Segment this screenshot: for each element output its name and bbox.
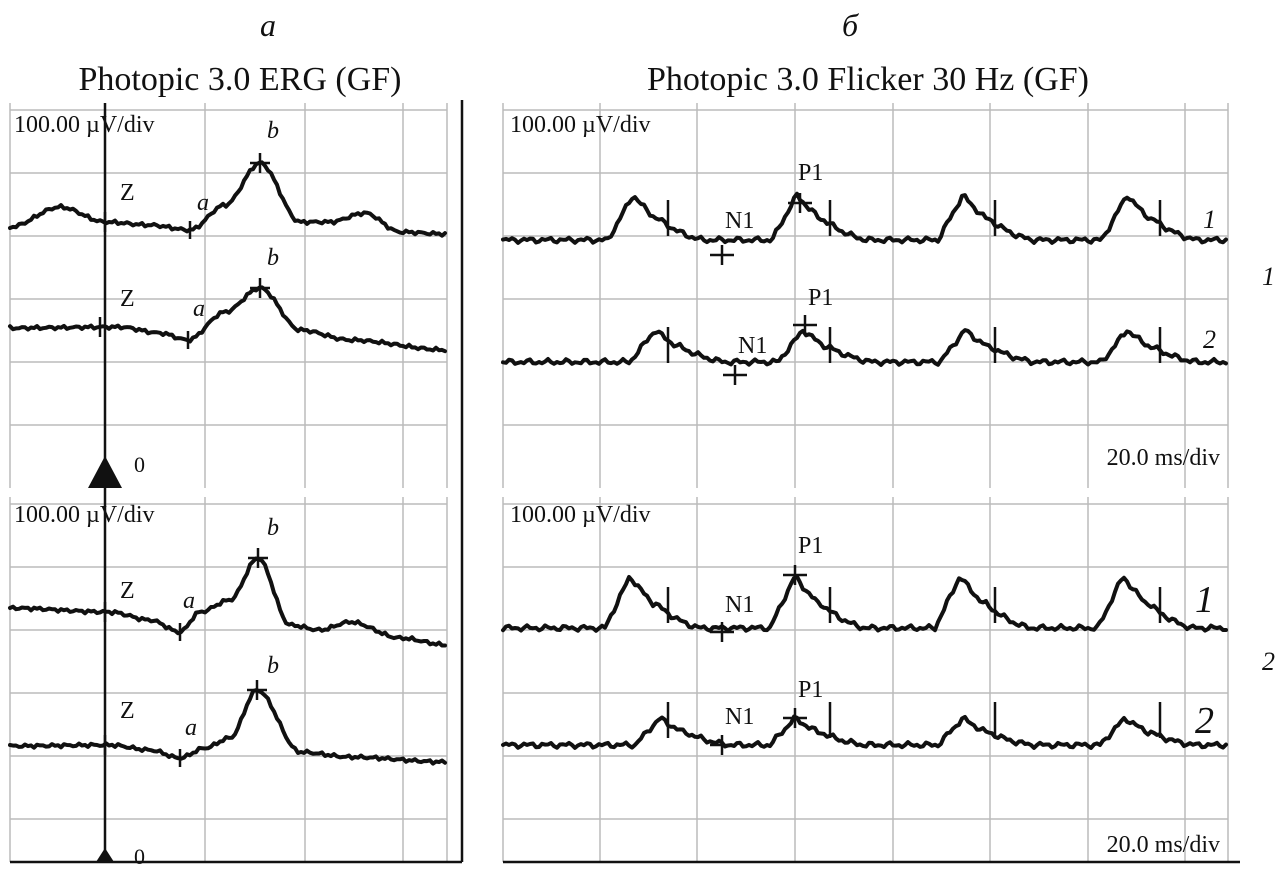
- a-label: a: [185, 715, 197, 741]
- zero-label: 0: [134, 844, 145, 869]
- panel-title: Photopic 3.0 ERG (GF): [79, 61, 402, 98]
- p1-label: P1: [808, 285, 833, 311]
- trace: [501, 714, 1228, 750]
- panel-label: б: [842, 7, 859, 43]
- p1-label: P1: [798, 677, 823, 703]
- z-label: Z: [120, 578, 135, 604]
- trace-label: 2: [1195, 700, 1214, 742]
- n1-label: N1: [738, 333, 767, 359]
- trace: [8, 160, 447, 238]
- trigger-marker: [96, 848, 114, 862]
- z-label: Z: [120, 698, 135, 724]
- b-label: b: [267, 653, 279, 679]
- zero-label: 0: [134, 452, 145, 477]
- trace: [8, 285, 447, 354]
- scale-label: 100.00 µV/div: [14, 502, 155, 528]
- sweep-label: 20.0 ms/div: [1107, 832, 1220, 858]
- row-label: 1: [1262, 262, 1275, 291]
- a-label: a: [197, 190, 209, 216]
- a-label: a: [193, 296, 205, 322]
- trace-label: 1: [1195, 579, 1214, 621]
- trace: [501, 328, 1228, 367]
- b-label: b: [267, 245, 279, 271]
- scale-label: 100.00 µV/div: [14, 112, 155, 138]
- scale-label: 100.00 µV/div: [510, 502, 651, 528]
- panel-label: а: [260, 7, 276, 43]
- n1-label: N1: [725, 704, 754, 730]
- p1-label: P1: [798, 533, 823, 559]
- trace-label: 1: [1203, 205, 1216, 234]
- n1-label: N1: [725, 592, 754, 618]
- sweep-label: 20.0 ms/div: [1107, 445, 1220, 471]
- trace: [8, 688, 447, 766]
- b-label: b: [267, 515, 279, 541]
- trace: [8, 556, 447, 648]
- panel-title: Photopic 3.0 Flicker 30 Hz (GF): [647, 61, 1089, 98]
- b-label: b: [267, 118, 279, 144]
- n1-label: N1: [725, 208, 754, 234]
- z-label: Z: [120, 180, 135, 206]
- trace: [501, 191, 1228, 245]
- row-label: 2: [1262, 647, 1275, 676]
- p1-label: P1: [798, 160, 823, 186]
- a-label: a: [183, 588, 195, 614]
- z-label: Z: [120, 286, 135, 312]
- trigger-marker: [88, 456, 122, 488]
- trace: [501, 574, 1228, 633]
- trace-label: 2: [1203, 325, 1216, 354]
- scale-label: 100.00 µV/div: [510, 112, 651, 138]
